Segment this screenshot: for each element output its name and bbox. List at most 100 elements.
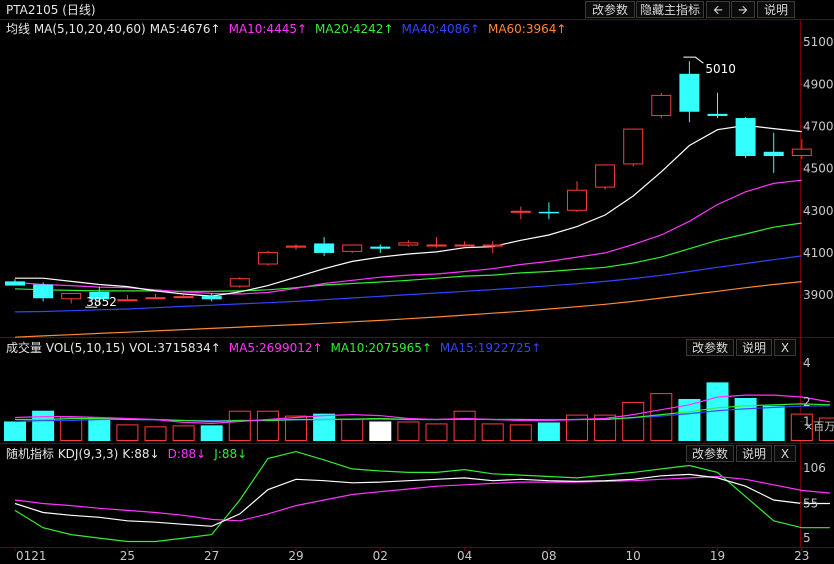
arrow-right-icon[interactable]: 🡪 (731, 1, 755, 18)
y-tick-label: 4100 (803, 246, 834, 260)
ma40-legend: MA40:4086↑ (401, 22, 480, 36)
volume-bar (425, 423, 448, 441)
candle (679, 73, 700, 112)
kdj-explain-button[interactable]: 说明 (736, 445, 772, 462)
volume-bar (228, 410, 251, 442)
arrow-left-icon[interactable]: 🡨 (706, 1, 730, 18)
candle (595, 164, 616, 188)
volume-bar (88, 417, 111, 441)
volume-bar (60, 416, 83, 441)
vol-legend: 成交量 VOL(5,10,15) VOL:3715834↑ MA5:2699012↑… (6, 339, 549, 356)
explain-button[interactable]: 说明 (757, 1, 795, 18)
candle (5, 281, 25, 286)
candle (33, 284, 54, 299)
volume-bar (116, 424, 139, 441)
volume-bar (790, 413, 813, 441)
vol-y-tick-label: 2 (803, 395, 811, 409)
vol-change-params-button[interactable]: 改参数 (686, 339, 734, 356)
y-tick-label: 4300 (803, 204, 834, 218)
vol-unit-label: ×百万 (804, 420, 834, 433)
y-tick-label: 4500 (803, 162, 834, 176)
x-tick-label: 23 (794, 549, 809, 563)
vol-close-button[interactable]: X (774, 339, 796, 356)
volume-bar (200, 425, 223, 441)
candle (370, 246, 391, 249)
volume-bar (818, 417, 834, 441)
candle (145, 297, 166, 300)
volume-bar (678, 398, 701, 441)
vol-ma15-line (14, 405, 830, 423)
volume-bar (4, 421, 26, 441)
high-pointer (683, 56, 704, 64)
vol-ma5-line (14, 394, 831, 425)
volume-bar (172, 425, 195, 442)
candle (201, 296, 222, 300)
candle (117, 299, 138, 302)
x-tick-label: 04 (457, 549, 472, 563)
candle (707, 113, 728, 116)
candle (454, 244, 475, 247)
volume-bar (509, 424, 532, 441)
x-tick-label: 25 (120, 549, 135, 563)
kdj-y-tick-label: 106 (803, 461, 826, 475)
volume-bar (594, 414, 617, 442)
volume-bar (453, 410, 476, 442)
vol-ma5-legend: MA5:2699012↑ (228, 341, 323, 355)
candle (257, 251, 278, 265)
candle (735, 118, 756, 156)
candle (567, 189, 587, 211)
volume-bar (341, 418, 364, 442)
candle (286, 245, 306, 248)
candle (342, 244, 363, 252)
y-tick-label: 5100 (803, 35, 834, 49)
candle (791, 148, 812, 156)
volume-bar (369, 421, 392, 441)
kdj-y-tick-label: 5 (803, 531, 811, 545)
chart-title: PTA2105 (日线) (6, 3, 96, 17)
ma10-legend: MA10:4445↑ (228, 22, 308, 36)
candle (314, 243, 335, 253)
candle (61, 292, 82, 300)
candle (426, 244, 447, 247)
ma60-legend: MA60:3964↑ (487, 22, 567, 36)
hide-indicator-button[interactable]: 隐藏主指标 (636, 1, 704, 18)
vol-value-legend: VOL:3715834↑ (129, 341, 221, 355)
volume-bar (32, 410, 55, 441)
kdj-j-legend: J:88↓ (214, 447, 248, 461)
ma20-legend: MA20:4242↑ (315, 22, 394, 36)
volume-bar (762, 405, 785, 441)
vol-ma10-legend: MA10:2075965↑ (330, 341, 432, 355)
volume-bar (537, 422, 560, 441)
kdj-change-params-button[interactable]: 改参数 (686, 445, 734, 462)
ma-legend-name: 均线 MA(5,10,20,40,60) (6, 22, 146, 36)
kdj-close-button[interactable]: X (774, 445, 796, 462)
volume-bar (144, 426, 167, 442)
kdj-k-line (14, 473, 830, 527)
kdj-j-line (14, 450, 830, 543)
volume-bar (313, 413, 336, 441)
x-tick-label: 02 (373, 549, 388, 563)
vol-ma15-legend: MA15:1922725↑ (439, 341, 542, 355)
volume-bar (622, 401, 645, 441)
vol-legend-name: 成交量 VOL(5,10,15) (6, 341, 126, 355)
volume-bar (650, 393, 673, 442)
ma5-legend: MA5:4676↑ (149, 22, 221, 36)
ma-legend: 均线 MA(5,10,20,40,60) MA5:4676↑ MA10:4445↑ M… (6, 20, 574, 37)
ma5-line (15, 124, 802, 297)
ma60-line (14, 281, 802, 338)
candle (510, 210, 531, 213)
ma20-line (14, 222, 802, 292)
kdj-d-legend: D:88↓ (167, 447, 207, 461)
candle (398, 242, 419, 246)
vol-explain-button[interactable]: 说明 (736, 339, 772, 356)
kdj-legend: 随机指标 KDJ(9,3,3) K:88↓ D:88↓ J:88↓ (6, 445, 255, 462)
candle (173, 296, 194, 299)
y-tick-label: 4900 (803, 77, 834, 91)
vol-y-tick-label: 1 (803, 414, 811, 428)
ma40-line (14, 255, 802, 313)
candle (482, 244, 503, 247)
volume-bar (481, 423, 504, 441)
title-bar: PTA2105 (日线) 改参数 隐藏主指标 🡨 🡪 说明 (0, 0, 834, 19)
change-params-button[interactable]: 改参数 (585, 1, 635, 18)
